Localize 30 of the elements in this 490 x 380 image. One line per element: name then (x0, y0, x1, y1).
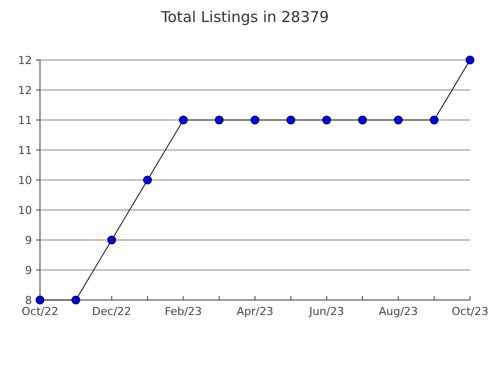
point (71, 296, 80, 304)
point (322, 116, 332, 124)
y-tick-label: 11 (18, 144, 32, 157)
y-tick-label: 8 (25, 294, 32, 307)
point (430, 116, 439, 124)
y-tick-label: 12 (18, 84, 32, 97)
x-tick-label: Dec/22 (92, 305, 132, 318)
y-tick-label: 10 (18, 204, 32, 217)
y-tick-label: 11 (18, 114, 32, 127)
x-tick-label: Aug/23 (378, 305, 418, 318)
x-tick-label: Feb/23 (164, 305, 202, 318)
point (214, 116, 224, 124)
x-tick-label: Oct/22 (22, 305, 58, 318)
point (466, 56, 474, 64)
point (358, 116, 367, 124)
x-tick-label: Oct/23 (452, 305, 488, 318)
point (107, 236, 116, 244)
point (36, 296, 44, 304)
y-tick-label: 12 (18, 54, 32, 67)
x-tick-label: Jun/23 (308, 305, 344, 318)
y-tick-label: 9 (25, 264, 32, 277)
point (143, 176, 152, 184)
y-tick-label: 9 (25, 234, 32, 247)
y-tick-label: 10 (18, 174, 32, 187)
chart-title: Total Listings in 28379 (160, 8, 329, 26)
point (178, 116, 188, 124)
x-tick-label: Apr/23 (236, 305, 274, 318)
point (250, 116, 260, 124)
point (286, 116, 296, 124)
point (394, 116, 403, 124)
